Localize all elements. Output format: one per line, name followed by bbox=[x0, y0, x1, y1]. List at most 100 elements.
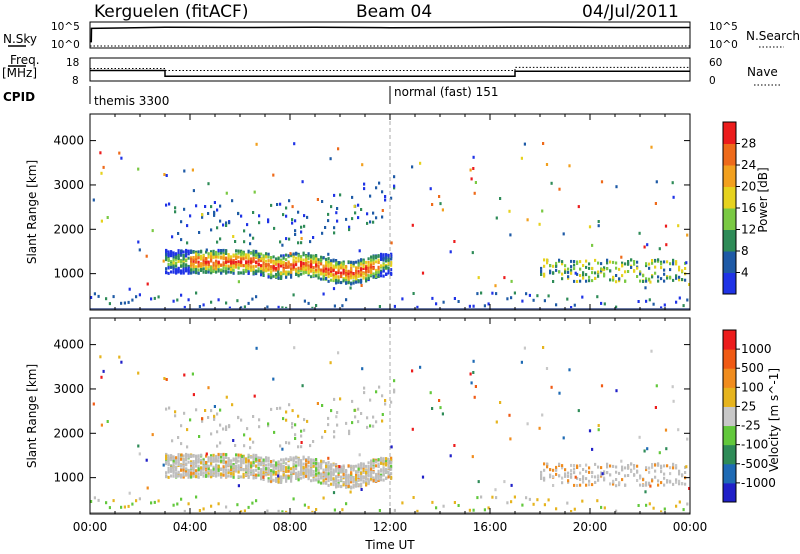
power-cell bbox=[202, 261, 205, 265]
velocity-cell bbox=[335, 485, 338, 489]
power-cell bbox=[350, 272, 353, 276]
velocity-cell bbox=[558, 474, 561, 478]
power-cell bbox=[295, 272, 298, 276]
velocity-cell bbox=[347, 484, 350, 488]
power-cell bbox=[300, 264, 303, 267]
velocity-cell bbox=[382, 470, 385, 474]
power-cell bbox=[666, 276, 669, 280]
velocity-cell bbox=[546, 465, 549, 469]
power-cell bbox=[190, 250, 193, 254]
power-cell bbox=[295, 263, 298, 267]
power-cell bbox=[170, 265, 173, 269]
power-cell bbox=[543, 299, 546, 303]
velocity-cell bbox=[270, 463, 273, 467]
power-cell bbox=[272, 255, 275, 259]
power-cell bbox=[360, 273, 363, 277]
velocity-cell bbox=[267, 477, 270, 481]
velocity-cell bbox=[235, 465, 238, 468]
velocity-cell bbox=[340, 470, 343, 474]
power-cell bbox=[100, 171, 103, 175]
velocity-cell bbox=[449, 454, 452, 458]
velocity-cell bbox=[300, 434, 303, 438]
power-cell bbox=[630, 266, 633, 269]
power-cell bbox=[340, 281, 343, 285]
power-cell bbox=[270, 265, 273, 269]
power-cell bbox=[627, 260, 630, 263]
power-cell bbox=[546, 261, 549, 265]
power-cell bbox=[335, 261, 338, 265]
power-cell bbox=[252, 272, 255, 275]
power-cell bbox=[195, 265, 198, 269]
power-cell bbox=[341, 304, 344, 308]
velocity-cell bbox=[245, 465, 248, 469]
velocity-cell bbox=[637, 504, 640, 507]
power-cell bbox=[370, 263, 373, 267]
velocity-cell bbox=[294, 437, 297, 440]
velocity-cell bbox=[568, 368, 571, 372]
power-cell bbox=[337, 268, 340, 272]
velocity-cell bbox=[182, 475, 185, 479]
velocity-cell bbox=[207, 416, 210, 419]
power-cell bbox=[624, 279, 627, 283]
nave-tick-top: 60 bbox=[709, 57, 722, 69]
power-cell bbox=[295, 260, 298, 264]
power-cell bbox=[369, 220, 372, 224]
power-cell bbox=[360, 278, 363, 282]
velocity-cell bbox=[225, 471, 228, 475]
power-cell bbox=[585, 259, 588, 263]
velocity-cell bbox=[581, 499, 584, 503]
velocity-cell bbox=[310, 458, 313, 462]
power-cell bbox=[215, 259, 218, 263]
velocity-cell bbox=[401, 501, 404, 505]
power-cell bbox=[187, 249, 190, 253]
velocity-cell bbox=[175, 475, 178, 479]
power-cell bbox=[361, 163, 364, 167]
velocity-cell bbox=[167, 458, 170, 462]
power-cell bbox=[645, 262, 648, 266]
power-cell bbox=[352, 264, 355, 268]
power-cell bbox=[112, 295, 115, 299]
power-cell bbox=[337, 271, 340, 275]
power-cell bbox=[232, 259, 235, 262]
power-cell bbox=[540, 273, 543, 276]
power-cell bbox=[175, 257, 178, 261]
power-cell bbox=[222, 252, 225, 256]
velocity-cell bbox=[357, 470, 360, 474]
power-cell bbox=[279, 240, 282, 244]
velocity-cell bbox=[393, 388, 396, 392]
power-cell bbox=[337, 275, 340, 279]
velocity-cell bbox=[372, 459, 375, 463]
power-cell bbox=[255, 272, 258, 276]
velocity-cell bbox=[285, 474, 288, 478]
velocity-cell bbox=[295, 476, 298, 480]
power-cell bbox=[561, 260, 564, 264]
power-cell bbox=[290, 275, 293, 279]
power-cell bbox=[146, 282, 149, 286]
velocity-cell bbox=[165, 378, 168, 381]
velocity-colorbar-segment bbox=[723, 425, 736, 446]
power-cell bbox=[247, 255, 250, 259]
velocity-cell bbox=[182, 458, 185, 462]
power-cell bbox=[345, 269, 348, 273]
velocity-cell bbox=[262, 464, 265, 467]
velocity-cell bbox=[564, 468, 567, 472]
velocity-cell bbox=[210, 472, 213, 476]
power-cell bbox=[301, 180, 304, 184]
velocity-cell bbox=[167, 470, 170, 474]
velocity-cell bbox=[378, 509, 381, 512]
velocity-cell bbox=[265, 467, 268, 471]
velocity-cell bbox=[337, 472, 340, 476]
velocity-cell bbox=[342, 472, 345, 476]
power-cell bbox=[187, 269, 190, 273]
velocity-cell bbox=[265, 463, 268, 467]
power-cell bbox=[365, 278, 368, 282]
power-cell bbox=[600, 262, 603, 266]
velocity-heatmap-cells bbox=[90, 346, 691, 515]
velocity-cell bbox=[366, 425, 369, 429]
velocity-cell bbox=[552, 468, 555, 472]
velocity-cell bbox=[217, 468, 220, 472]
velocity-cell bbox=[573, 507, 576, 511]
velocity-cell bbox=[288, 403, 291, 407]
power-cell bbox=[362, 265, 365, 269]
power-cell bbox=[375, 260, 378, 264]
